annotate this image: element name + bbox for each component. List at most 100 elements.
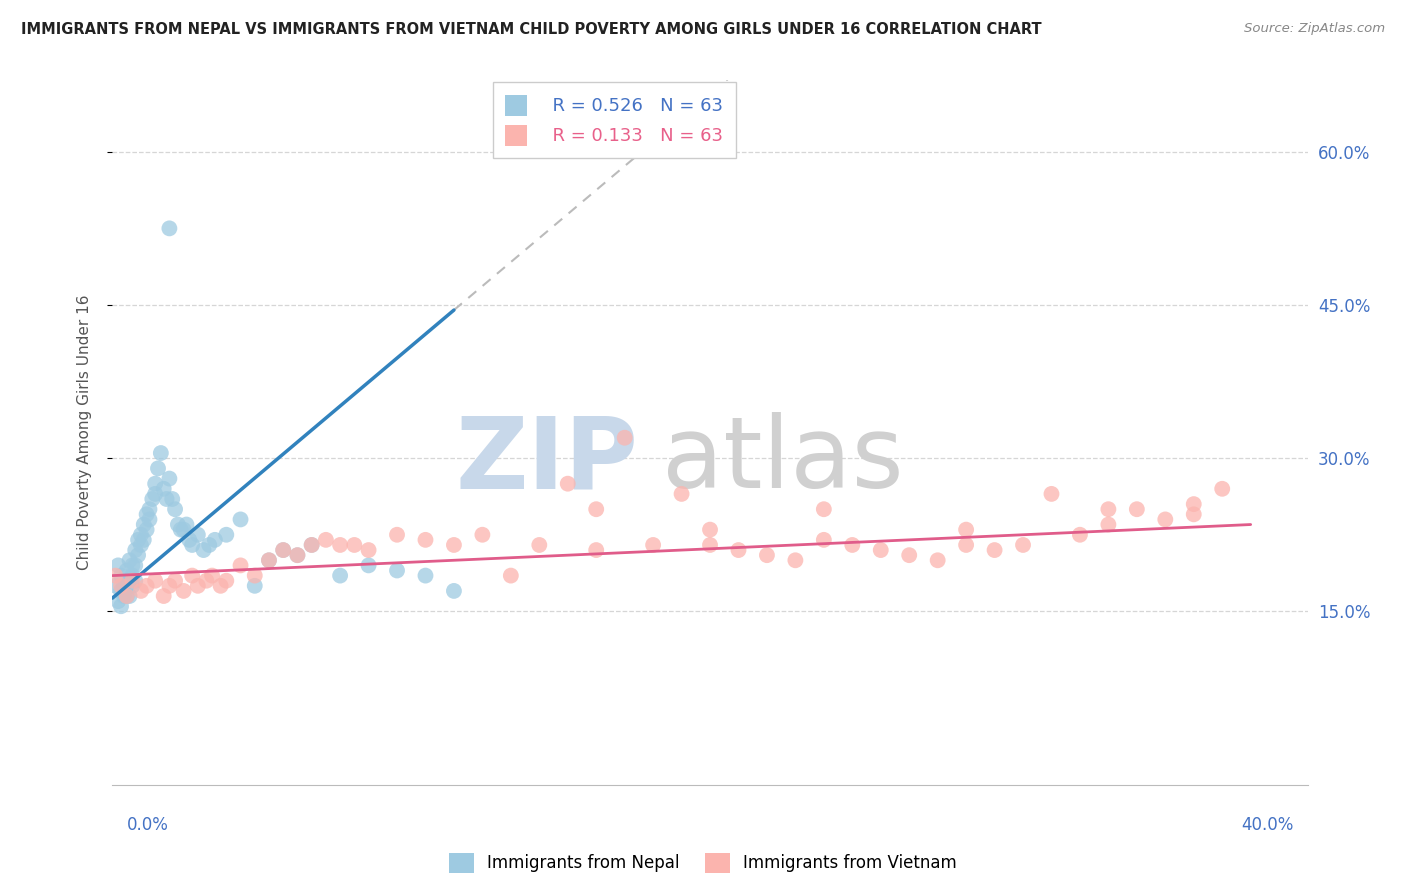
Point	[107, 594, 129, 608]
Legend:   R = 0.526   N = 63,   R = 0.133   N = 63: R = 0.526 N = 63, R = 0.133 N = 63	[492, 82, 737, 158]
Point	[198, 538, 221, 552]
Point	[257, 553, 280, 567]
Point	[755, 548, 778, 562]
Point	[115, 564, 138, 578]
Point	[127, 533, 149, 547]
Point	[229, 558, 252, 573]
Point	[162, 491, 183, 506]
Point	[143, 476, 166, 491]
Point	[115, 579, 138, 593]
Point	[1126, 502, 1149, 516]
Point	[813, 502, 835, 516]
Point	[287, 548, 309, 562]
Point	[181, 568, 204, 582]
Point	[124, 543, 146, 558]
Point	[157, 579, 180, 593]
Point	[357, 543, 380, 558]
Point	[357, 558, 380, 573]
Point	[127, 548, 149, 562]
Point	[1211, 482, 1233, 496]
Point	[135, 523, 157, 537]
Point	[173, 583, 195, 598]
Point	[121, 574, 143, 588]
Point	[898, 548, 921, 562]
Point	[443, 538, 465, 552]
Point	[443, 583, 465, 598]
Point	[585, 502, 607, 516]
Point	[170, 523, 193, 537]
Point	[869, 543, 891, 558]
Point	[699, 523, 721, 537]
Point	[132, 533, 155, 547]
Text: Source: ZipAtlas.com: Source: ZipAtlas.com	[1244, 22, 1385, 36]
Point	[121, 579, 143, 593]
Point	[585, 543, 607, 558]
Point	[118, 589, 141, 603]
Point	[107, 558, 129, 573]
Point	[385, 527, 408, 541]
Point	[152, 482, 174, 496]
Point	[176, 517, 198, 532]
Point	[215, 527, 238, 541]
Point	[143, 487, 166, 501]
Point	[149, 446, 172, 460]
Point	[1154, 512, 1177, 526]
Point	[143, 574, 166, 588]
Point	[104, 579, 127, 593]
Y-axis label: Child Poverty Among Girls Under 16: Child Poverty Among Girls Under 16	[77, 295, 91, 570]
Point	[671, 487, 693, 501]
Point	[613, 431, 636, 445]
Point	[243, 568, 266, 582]
Point	[1069, 527, 1091, 541]
Point	[110, 583, 132, 598]
Point	[121, 568, 143, 582]
Point	[124, 558, 146, 573]
Point	[132, 517, 155, 532]
Point	[135, 508, 157, 522]
Point	[165, 574, 187, 588]
Point	[112, 579, 135, 593]
Point	[215, 574, 238, 588]
Point	[699, 538, 721, 552]
Point	[104, 568, 127, 582]
Point	[155, 491, 177, 506]
Point	[141, 491, 163, 506]
Point	[167, 517, 190, 532]
Point	[927, 553, 949, 567]
Point	[983, 543, 1005, 558]
Point	[110, 599, 132, 614]
Point	[1012, 538, 1035, 552]
Point	[329, 568, 352, 582]
Point	[343, 538, 366, 552]
Point	[955, 523, 977, 537]
Point	[243, 579, 266, 593]
Point	[1040, 487, 1063, 501]
Point	[138, 502, 160, 516]
Text: 40.0%: 40.0%	[1241, 816, 1294, 834]
Legend: Immigrants from Nepal, Immigrants from Vietnam: Immigrants from Nepal, Immigrants from V…	[443, 847, 963, 880]
Point	[115, 589, 138, 603]
Point	[1097, 517, 1119, 532]
Point	[785, 553, 807, 567]
Point	[110, 579, 132, 593]
Point	[1182, 497, 1205, 511]
Point	[271, 543, 294, 558]
Point	[301, 538, 323, 552]
Point	[157, 221, 180, 235]
Point	[1182, 508, 1205, 522]
Point	[201, 568, 224, 582]
Point	[165, 502, 187, 516]
Point	[152, 589, 174, 603]
Point	[157, 472, 180, 486]
Point	[187, 527, 209, 541]
Point	[329, 538, 352, 552]
Point	[1097, 502, 1119, 516]
Point	[146, 461, 169, 475]
Point	[499, 568, 522, 582]
Text: 0.0%: 0.0%	[127, 816, 169, 834]
Point	[179, 533, 201, 547]
Point	[195, 574, 218, 588]
Point	[129, 527, 152, 541]
Point	[193, 543, 215, 558]
Point	[173, 523, 195, 537]
